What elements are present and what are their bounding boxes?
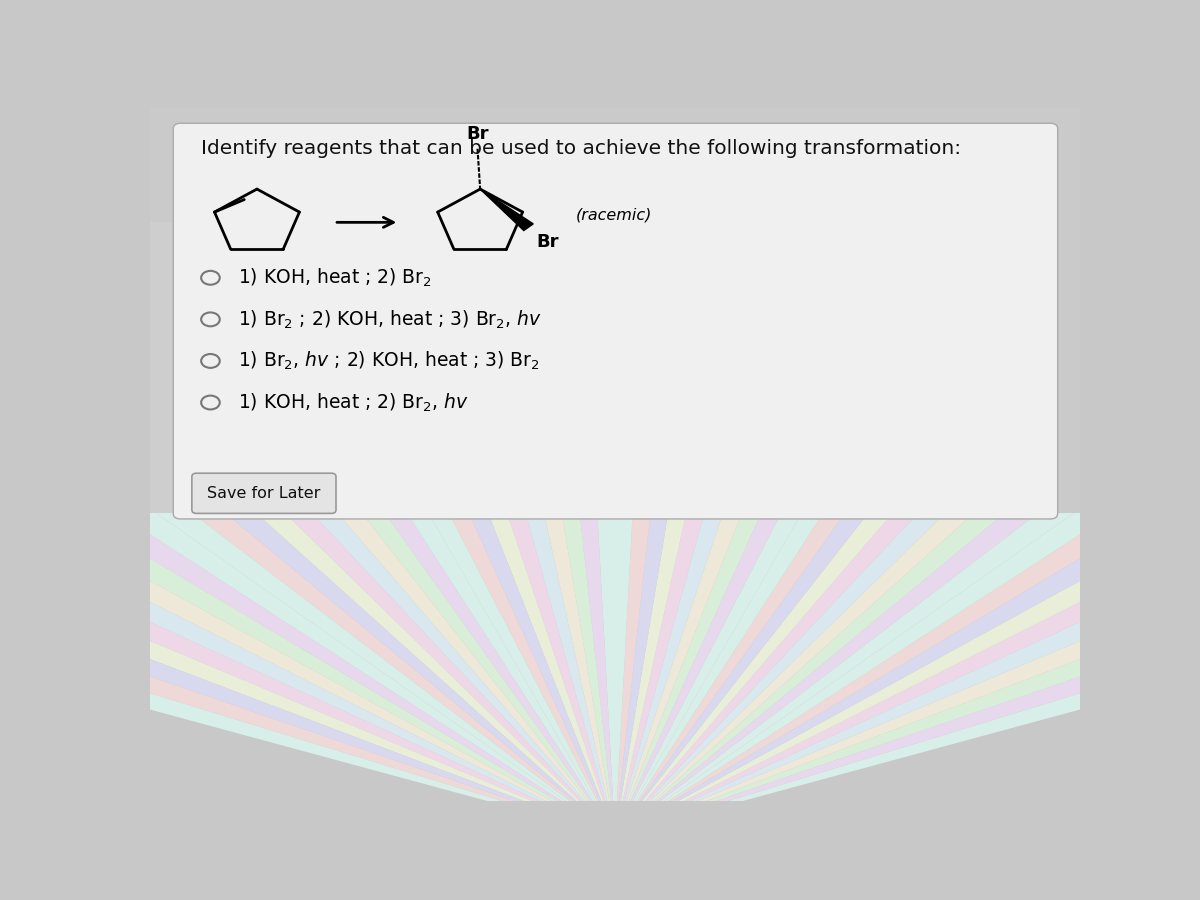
Wedge shape xyxy=(0,0,616,835)
Wedge shape xyxy=(0,92,616,835)
Wedge shape xyxy=(616,0,1007,835)
Wedge shape xyxy=(616,0,785,835)
Wedge shape xyxy=(616,63,1200,835)
Text: 1) KOH, heat ; 2) Br$_2$: 1) KOH, heat ; 2) Br$_2$ xyxy=(239,266,432,289)
Text: 1) Br$_2$ ; 2) KOH, heat ; 3) Br$_2$, $hv$: 1) Br$_2$ ; 2) KOH, heat ; 3) Br$_2$, $h… xyxy=(239,308,542,330)
Wedge shape xyxy=(616,154,1200,835)
Text: 1) KOH, heat ; 2) Br$_2$, $hv$: 1) KOH, heat ; 2) Br$_2$, $hv$ xyxy=(239,392,469,414)
Wedge shape xyxy=(616,364,1200,835)
Wedge shape xyxy=(332,0,616,835)
Wedge shape xyxy=(616,0,1062,835)
Polygon shape xyxy=(480,189,533,230)
Wedge shape xyxy=(0,441,616,835)
Wedge shape xyxy=(616,9,1200,835)
Wedge shape xyxy=(616,401,1200,835)
Text: Save for Later: Save for Later xyxy=(208,486,320,500)
Wedge shape xyxy=(616,0,1168,835)
Wedge shape xyxy=(616,0,728,835)
Bar xyxy=(150,222,616,513)
Wedge shape xyxy=(616,0,1200,835)
Wedge shape xyxy=(558,0,616,835)
Wedge shape xyxy=(0,0,616,835)
Wedge shape xyxy=(616,35,1200,835)
Wedge shape xyxy=(168,0,616,835)
Wedge shape xyxy=(616,122,1200,835)
Wedge shape xyxy=(277,0,616,835)
Wedge shape xyxy=(11,0,616,835)
Wedge shape xyxy=(616,220,1200,835)
Text: (racemic): (racemic) xyxy=(576,208,653,223)
Text: Identify reagents that can be used to achieve the following transformation:: Identify reagents that can be used to ac… xyxy=(202,140,961,158)
Wedge shape xyxy=(0,0,616,835)
FancyBboxPatch shape xyxy=(192,473,336,513)
Wedge shape xyxy=(0,122,616,835)
Text: Br: Br xyxy=(466,124,488,142)
FancyBboxPatch shape xyxy=(173,123,1057,519)
Wedge shape xyxy=(389,0,616,835)
Wedge shape xyxy=(0,154,616,835)
Wedge shape xyxy=(616,290,1200,835)
Wedge shape xyxy=(0,9,616,835)
Wedge shape xyxy=(115,0,616,835)
Wedge shape xyxy=(0,220,616,835)
Wedge shape xyxy=(0,401,616,835)
Bar xyxy=(150,108,1080,513)
Wedge shape xyxy=(616,0,1115,835)
Wedge shape xyxy=(616,0,953,835)
Wedge shape xyxy=(0,327,616,835)
Wedge shape xyxy=(223,0,616,835)
Text: Br: Br xyxy=(536,233,558,251)
Wedge shape xyxy=(616,0,1200,835)
Text: 1) Br$_2$, $hv$ ; 2) KOH, heat ; 3) Br$_2$: 1) Br$_2$, $hv$ ; 2) KOH, heat ; 3) Br$_… xyxy=(239,350,540,372)
Wedge shape xyxy=(616,0,1200,835)
Wedge shape xyxy=(616,327,1200,835)
Wedge shape xyxy=(616,92,1200,835)
Wedge shape xyxy=(0,290,616,835)
Wedge shape xyxy=(445,0,616,835)
Wedge shape xyxy=(616,0,672,835)
Wedge shape xyxy=(616,0,1200,835)
Wedge shape xyxy=(0,35,616,835)
Wedge shape xyxy=(62,0,616,835)
Wedge shape xyxy=(0,0,616,835)
Wedge shape xyxy=(616,441,1200,835)
Wedge shape xyxy=(616,0,1200,835)
Wedge shape xyxy=(0,364,616,835)
Wedge shape xyxy=(616,0,1200,835)
Wedge shape xyxy=(616,255,1200,835)
Wedge shape xyxy=(616,0,898,835)
Wedge shape xyxy=(502,0,616,835)
Wedge shape xyxy=(616,186,1200,835)
Wedge shape xyxy=(616,0,841,835)
Wedge shape xyxy=(0,255,616,835)
Wedge shape xyxy=(0,63,616,835)
Wedge shape xyxy=(0,0,616,835)
Wedge shape xyxy=(0,186,616,835)
